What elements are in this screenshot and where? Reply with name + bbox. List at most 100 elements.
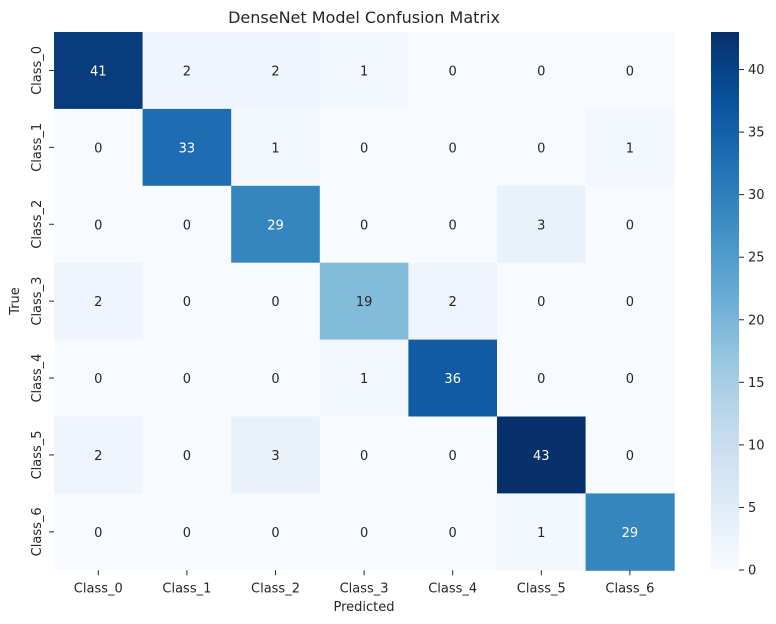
cell-value-label: 0 (183, 526, 191, 541)
y-tick-label: Class_3 (30, 277, 45, 326)
cell-value-label: 3 (537, 218, 545, 233)
heatmap-cell (585, 416, 675, 494)
cell-value-label: 0 (449, 526, 457, 541)
cell-value-label: 0 (360, 449, 368, 464)
heatmap-cell (142, 185, 232, 264)
cell-value-label: 29 (267, 218, 284, 233)
colorbar-tick-label: 35 (748, 126, 765, 141)
x-tick-label: Class_3 (340, 581, 389, 596)
cell-value-label: 0 (537, 141, 545, 156)
colorbar-tick-label: 10 (748, 438, 765, 453)
heatmap-cell (54, 493, 144, 571)
cell-value-label: 0 (449, 141, 457, 156)
heatmap-cell (497, 493, 587, 571)
x-tick-label: Class_1 (162, 581, 211, 596)
y-tick-label: Class_4 (30, 354, 45, 403)
heatmap-cell (231, 339, 321, 417)
heatmap-cell (54, 339, 144, 417)
heatmap-cell (142, 108, 232, 187)
cell-value-label: 0 (94, 141, 102, 156)
heatmap-cell (54, 416, 144, 494)
cell-value-label: 0 (626, 218, 634, 233)
heatmap-cell (231, 185, 321, 264)
cell-value-label: 0 (626, 372, 634, 387)
x-tick-label: Class_4 (428, 581, 477, 596)
x-tick-label: Class_6 (605, 581, 654, 596)
heatmap-cell (231, 108, 321, 187)
heatmap-cell (319, 416, 409, 494)
heatmap-cell (585, 108, 675, 187)
heatmap-cell (319, 185, 409, 264)
y-tick-label: Class_0 (30, 46, 45, 95)
colorbar-tick-label: 5 (748, 501, 756, 516)
heatmap-cell (54, 108, 144, 187)
cell-value-label: 0 (271, 295, 279, 310)
heatmap-cell (142, 339, 232, 417)
heatmap-cell (231, 416, 321, 494)
cell-value-label: 0 (183, 295, 191, 310)
cell-value-label: 2 (449, 295, 457, 310)
y-tick-label: Class_6 (30, 507, 45, 556)
heatmap-cell (408, 339, 498, 417)
heatmap-cell (142, 416, 232, 494)
heatmap-cell (231, 32, 321, 110)
cell-value-label: 0 (449, 64, 457, 79)
heatmap-cell (585, 185, 675, 264)
cell-value-label: 1 (626, 141, 634, 156)
heatmap-cell (585, 262, 675, 341)
cell-value-label: 0 (360, 141, 368, 156)
cell-value-label: 0 (94, 372, 102, 387)
heatmap-cell (585, 32, 675, 110)
x-tick-label: Class_0 (74, 581, 123, 596)
heatmap-cell (497, 262, 587, 341)
cell-value-label: 0 (360, 526, 368, 541)
heatmap-cell (408, 262, 498, 341)
chart-title: DenseNet Model Confusion Matrix (228, 8, 500, 27)
cell-value-label: 1 (360, 372, 368, 387)
cell-value-label: 41 (90, 64, 107, 79)
heatmap-cell (585, 339, 675, 417)
colorbar (711, 32, 739, 570)
colorbar-tick-label: 25 (748, 251, 765, 266)
cell-value-label: 0 (537, 372, 545, 387)
cell-value-label: 33 (179, 141, 196, 156)
heatmap-cell (54, 262, 144, 341)
cell-value-label: 2 (94, 295, 102, 310)
cell-value-label: 43 (533, 449, 550, 464)
cell-value-label: 36 (444, 372, 461, 387)
heatmap-cell (142, 493, 232, 571)
heatmap-cell (408, 416, 498, 494)
cell-value-label: 0 (183, 218, 191, 233)
heatmap-cell (497, 32, 587, 110)
heatmap-cell (231, 493, 321, 571)
colorbar-tick-label: 15 (748, 376, 765, 391)
cell-value-label: 0 (360, 218, 368, 233)
heatmap-cell (142, 32, 232, 110)
heatmap-cell (319, 262, 409, 341)
colorbar-tick-label: 20 (748, 313, 765, 328)
cell-value-label: 0 (183, 372, 191, 387)
x-axis-ticks: Class_0 Class_1 Class_2 Class_3 Class_4 Class… (74, 570, 654, 596)
heatmap-cell (408, 108, 498, 187)
y-tick-label: Class_2 (30, 200, 45, 249)
colorbar-tick-label: 0 (748, 564, 756, 579)
cell-value-label: 0 (271, 372, 279, 387)
cell-value-label: 0 (449, 449, 457, 464)
heatmap-cell (319, 339, 409, 417)
colorbar-ticks: 0 5 10 15 20 25 30 35 40 (739, 63, 765, 579)
heatmap-cell (408, 493, 498, 571)
heatmap-cell (54, 185, 144, 264)
heatmap-cell (497, 339, 587, 417)
heatmap-cell (319, 32, 409, 110)
heatmap-cell (497, 185, 587, 264)
cell-value-label: 0 (183, 449, 191, 464)
heatmap-cell (408, 185, 498, 264)
x-tick-label: Class_5 (517, 581, 566, 596)
cell-value-label: 0 (449, 218, 457, 233)
cell-value-label: 0 (626, 64, 634, 79)
heatmap-cell (497, 416, 587, 494)
heatmap-cells: 41 2 2 1 0 0 0 0 33 1 0 0 0 1 0 0 29 0 0 3 0 2 0 0 19 2 0 0 0 0 0 1 36 0 0… (54, 32, 675, 571)
y-axis-ticks: Class_0 Class_1 Class_2 Class_3 Class_4 Class… (30, 46, 54, 556)
cell-value-label: 0 (537, 295, 545, 310)
